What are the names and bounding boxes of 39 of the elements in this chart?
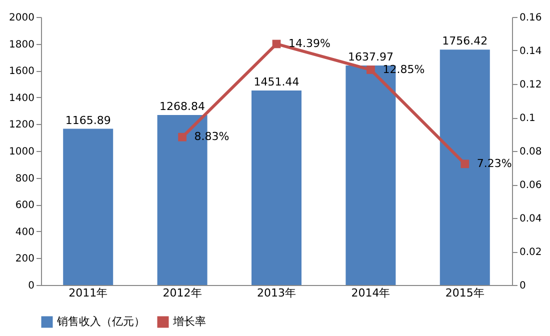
x-tick-label: 2012年: [162, 286, 202, 300]
data-label: 1756.42: [442, 34, 488, 48]
y-tick-label: 1200: [9, 120, 34, 131]
legend-label: 增长率: [172, 315, 206, 328]
y-tick-label: 400: [15, 226, 34, 238]
y-tick-label: 200: [15, 254, 34, 265]
x-tick-label: 2011年: [68, 286, 108, 300]
data-label: 14.39%: [288, 36, 330, 50]
y2-tick-label: 0.04: [520, 214, 542, 224]
y-tick-label: 1800: [9, 39, 34, 50]
point: [460, 160, 470, 168]
y2-tick-label: 0.12: [520, 80, 542, 90]
y2-tick-label: 0.02: [520, 247, 542, 258]
x-tick-label: 2014年: [351, 286, 390, 300]
point: [178, 132, 186, 142]
data-label: 1451.44: [254, 76, 300, 89]
data-label: 1165.89: [65, 114, 111, 127]
data-label: 1268.84: [160, 100, 206, 113]
point: [272, 40, 281, 48]
y-tick-label: 600: [15, 200, 34, 212]
data-label: 1637.97: [348, 50, 394, 64]
bar: [252, 90, 302, 285]
y2-tick-label: 0.08: [520, 146, 542, 158]
y2-tick-label: 0.1: [520, 113, 536, 124]
y2-tick-label: 0.14: [520, 46, 542, 57]
y-tick-label: 1400: [9, 92, 34, 104]
y-tick-label: 0: [28, 280, 34, 292]
y2-tick-label: 0.06: [520, 180, 542, 191]
y-tick-label: 1000: [9, 146, 34, 158]
y2-tick-label: 0.16: [520, 12, 542, 24]
y2-tick-label: 0: [520, 280, 526, 292]
y-tick-label: 2000: [9, 12, 34, 24]
x-tick-label: 2013年: [257, 286, 296, 300]
x-tick-label: 2015年: [445, 286, 484, 300]
bar: [63, 128, 114, 285]
y-tick-label: 1600: [9, 66, 34, 78]
y-tick-label: 800: [15, 173, 34, 184]
legend-label: 销售收入（亿元）: [56, 315, 145, 328]
point: [366, 66, 375, 74]
